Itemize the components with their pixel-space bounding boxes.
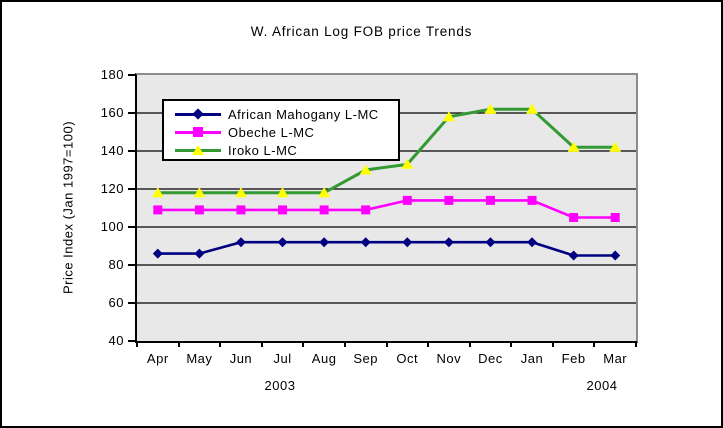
x-month-label: Nov xyxy=(436,351,462,366)
diamond-marker xyxy=(568,250,579,261)
diamond-marker xyxy=(277,237,288,248)
triangle-marker xyxy=(276,187,289,198)
triangle-marker xyxy=(484,103,497,114)
x-month-label: Mar xyxy=(603,351,628,366)
square-marker xyxy=(610,213,620,222)
y-tick-label: 160 xyxy=(100,105,124,120)
diamond-marker xyxy=(610,250,621,261)
triangle-marker xyxy=(151,187,164,198)
y-tick-label: 140 xyxy=(100,143,124,158)
x-tick-mark xyxy=(468,341,471,347)
square-marker xyxy=(527,195,537,205)
x-month-label: Jul xyxy=(273,351,292,366)
triangle-marker xyxy=(526,103,539,114)
x-tick-mark xyxy=(551,341,554,347)
diamond-marker xyxy=(152,248,163,259)
y-tick-mark xyxy=(128,188,135,190)
square-marker xyxy=(319,205,329,215)
legend: African Mahogany L-MC Obeche L-MC Iroko … xyxy=(162,99,400,161)
diamond-marker xyxy=(402,237,413,248)
legend-item: African Mahogany L-MC xyxy=(175,105,398,123)
year-label-2003: 2003 xyxy=(264,378,296,393)
triangle-marker xyxy=(359,164,372,175)
square-marker xyxy=(153,205,163,215)
triangle-marker xyxy=(567,141,580,152)
x-tick-mark xyxy=(593,341,596,347)
y-tick-mark xyxy=(128,112,135,114)
x-month-label: Jan xyxy=(520,351,544,366)
square-marker xyxy=(485,195,495,205)
series-line-1 xyxy=(157,199,616,219)
square-marker xyxy=(194,205,204,215)
legend-line-sample xyxy=(175,123,221,141)
diamond-marker xyxy=(527,237,538,248)
square-marker xyxy=(569,213,579,222)
square-marker xyxy=(402,195,412,205)
triangle-marker xyxy=(234,187,247,198)
diamond-marker xyxy=(319,237,330,248)
x-tick-mark xyxy=(177,341,180,347)
y-tick-label: 40 xyxy=(108,333,124,348)
square-marker xyxy=(444,195,454,205)
series-line-0 xyxy=(157,240,616,257)
square-marker xyxy=(236,205,246,215)
series-line-2 xyxy=(157,107,616,195)
x-tick-mark xyxy=(385,341,388,347)
y-tick-mark xyxy=(128,226,135,228)
legend-label: Obeche L-MC xyxy=(228,124,315,140)
plot-svg xyxy=(137,103,636,304)
legend-item: Iroko L-MC xyxy=(175,141,398,159)
square-marker xyxy=(361,205,371,215)
y-tick-mark xyxy=(128,74,135,76)
x-tick-mark xyxy=(343,341,346,347)
diamond-marker-icon xyxy=(192,108,204,120)
y-tick-label: 80 xyxy=(108,257,124,272)
x-tick-mark xyxy=(427,341,430,347)
triangle-marker xyxy=(609,141,622,152)
y-tick-label: 60 xyxy=(108,295,124,310)
legend-line-sample xyxy=(175,141,221,159)
y-tick-mark xyxy=(128,264,135,266)
x-tick-mark xyxy=(302,341,305,347)
diamond-marker xyxy=(360,237,371,248)
x-tick-mark xyxy=(635,341,637,347)
legend-label: Iroko L-MC xyxy=(228,142,298,158)
year-label-2004: 2004 xyxy=(586,378,618,393)
legend-label: African Mahogany L-MC xyxy=(228,106,379,122)
x-tick-mark xyxy=(260,341,263,347)
x-month-label: Dec xyxy=(478,351,503,366)
x-tick-mark xyxy=(219,341,222,347)
y-tick-label: 180 xyxy=(100,67,124,82)
y-tick-label: 100 xyxy=(100,219,124,234)
y-axis-title: Price Index (Jan 1997=100) xyxy=(60,120,76,295)
chart-title: W. African Log FOB price Trends xyxy=(250,24,473,39)
diamond-marker xyxy=(235,237,246,248)
x-month-label: Feb xyxy=(561,351,586,366)
x-month-label: Jun xyxy=(229,351,253,366)
x-tick-mark xyxy=(510,341,513,347)
x-month-label: Oct xyxy=(396,351,419,366)
triangle-marker xyxy=(401,158,414,169)
legend-line-sample xyxy=(175,105,221,123)
triangle-marker xyxy=(193,187,206,198)
x-tick-mark xyxy=(136,341,138,347)
triangle-marker xyxy=(318,187,331,198)
diamond-marker xyxy=(443,237,454,248)
x-month-label: May xyxy=(186,351,213,366)
square-marker xyxy=(278,205,288,215)
x-month-label: Aug xyxy=(311,351,337,366)
triangle-marker xyxy=(442,111,455,122)
diamond-marker xyxy=(194,248,205,259)
y-tick-mark xyxy=(128,150,135,152)
legend-item: Obeche L-MC xyxy=(175,123,398,141)
square-marker-icon xyxy=(193,127,203,137)
diamond-marker xyxy=(485,237,496,248)
triangle-marker-icon xyxy=(192,145,204,155)
x-month-label: Apr xyxy=(146,351,169,366)
y-tick-mark xyxy=(128,340,135,342)
y-tick-mark xyxy=(128,302,135,304)
y-tick-label: 120 xyxy=(100,181,124,196)
x-month-label: Sep xyxy=(353,351,379,366)
